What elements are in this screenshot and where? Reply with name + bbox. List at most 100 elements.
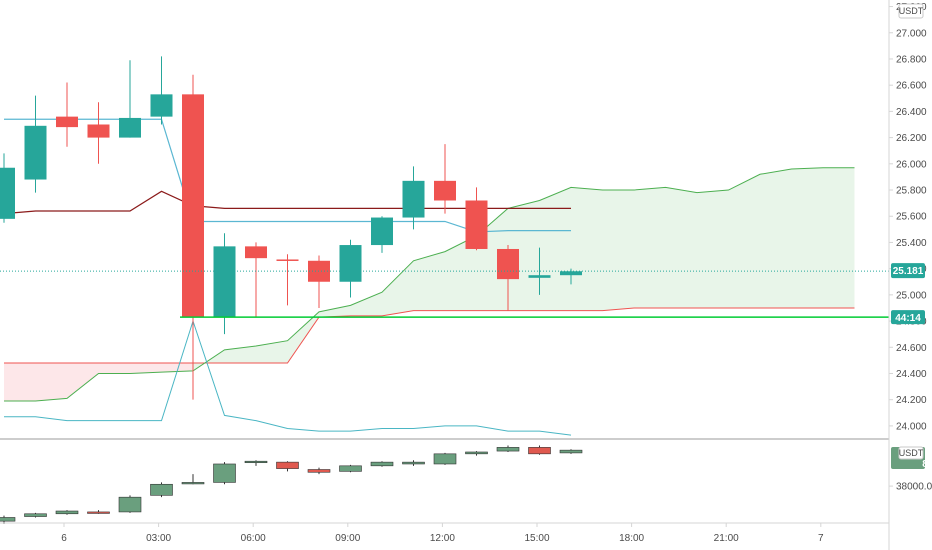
lower-candle (244, 460, 268, 466)
countdown-badge: 44:14 (891, 310, 925, 325)
lower-pane-unit-label: USDT 8 (891, 446, 928, 470)
candle-body (465, 200, 488, 249)
span-a-line[interactable] (4, 167, 855, 402)
candle-body (87, 124, 110, 138)
candle-body (402, 180, 425, 218)
candle-body (56, 116, 78, 128)
time-tick-label: 21:00 (714, 533, 739, 544)
cloud-segment (224, 345, 256, 363)
lower-candle-body (402, 461, 425, 465)
lagging-span-line[interactable] (4, 319, 572, 436)
price-tick-label: 24.200 (896, 395, 927, 406)
candle[interactable] (119, 60, 141, 138)
lower-candle-body (433, 453, 457, 465)
lower-candle-body (24, 513, 47, 517)
cloud-segment (728, 174, 760, 308)
cloud-segment (445, 235, 477, 311)
price-tick-label: 26.600 (896, 81, 927, 92)
lower-candle-body (181, 482, 205, 485)
candle[interactable] (150, 56, 173, 125)
lower-candle (339, 464, 362, 473)
lower-candle-body (55, 510, 79, 515)
lower-candle-body (465, 451, 488, 455)
price-tick-label: 26.200 (896, 133, 927, 144)
candle-body (371, 217, 393, 246)
candle-body (560, 271, 582, 276)
cloud-segment (634, 187, 666, 308)
countdown-timer: 44:14 (895, 313, 921, 324)
lower-candle-body (150, 483, 173, 496)
cloud-segment (539, 187, 571, 311)
cloud-segment (350, 292, 382, 316)
lower-pane-axis[interactable]: 38000.00 (889, 482, 932, 493)
lower-candle-body (276, 461, 299, 469)
cloud-segment (319, 305, 351, 318)
price-tick-label: 25.600 (896, 212, 927, 223)
candle-body (182, 94, 204, 318)
lower-candle (150, 482, 173, 498)
cloud-segment (760, 169, 792, 308)
price-tick-label: 24.000 (896, 421, 927, 432)
last-price-badge: 25.181 (891, 263, 925, 279)
candle[interactable] (339, 239, 362, 298)
candle[interactable] (371, 216, 393, 253)
lower-candle (307, 467, 331, 475)
lower-candle-body (87, 511, 110, 514)
candle-body (434, 180, 456, 201)
candle-body (245, 246, 267, 259)
cloud-segment (602, 190, 634, 311)
candle[interactable] (528, 247, 551, 295)
lower-candle-body (118, 496, 142, 513)
price-pane[interactable] (0, 56, 889, 436)
lower-pane-candles (0, 445, 583, 524)
lower-candle (528, 445, 551, 455)
time-axis[interactable]: 6 03:00 06:00 09:00 12:00 15:00 18:00 21:00 7 (61, 523, 824, 544)
candle[interactable] (182, 74, 204, 400)
lower-candle-body (213, 463, 236, 483)
lower-candle (87, 510, 110, 514)
time-tick-label: 03:00 (146, 533, 171, 544)
candle-body (24, 125, 47, 180)
span-b-line[interactable] (4, 307, 855, 364)
lower-candle (24, 512, 47, 518)
time-tick-label: 18:00 (619, 533, 644, 544)
price-tick-label: 24.600 (896, 343, 927, 354)
cloud-segment (791, 167, 823, 308)
lower-candle-body (339, 465, 362, 472)
candle[interactable] (87, 102, 110, 164)
lower-candle (276, 461, 299, 472)
candle-body (497, 248, 519, 280)
candle[interactable] (24, 95, 47, 193)
cloud-segment (161, 362, 193, 373)
lower-candle (402, 460, 425, 466)
candle-body (276, 259, 299, 261)
price-tick-label: 26.000 (896, 159, 927, 170)
candle[interactable] (434, 144, 456, 214)
cloud-segment (4, 362, 36, 401)
lower-candle-body (370, 461, 394, 467)
cloud-segment (35, 362, 67, 401)
lower-candle (433, 452, 457, 465)
candle[interactable] (402, 166, 425, 230)
lower-candle (55, 510, 79, 515)
candle[interactable] (0, 153, 15, 223)
price-candles[interactable] (0, 56, 582, 400)
cloud-segment (665, 187, 697, 308)
last-price-value: 25.181 (893, 266, 924, 277)
candle[interactable] (245, 242, 267, 318)
time-tick-label: 6 (61, 533, 67, 544)
candle-body (528, 275, 551, 278)
candle[interactable] (276, 254, 299, 306)
candle[interactable] (465, 187, 488, 251)
candle-body (119, 117, 141, 138)
lower-pane-unit-text: USDT (899, 448, 924, 458)
lower-tick-label: 38000.00 (896, 482, 932, 493)
cloud-segment (571, 187, 603, 311)
cloud-segment (256, 340, 288, 363)
cloud-segment (98, 362, 130, 374)
time-tick-label: 15:00 (524, 533, 549, 544)
candle[interactable] (56, 82, 78, 147)
lower-pane[interactable] (0, 445, 583, 524)
lower-candle (559, 449, 583, 454)
